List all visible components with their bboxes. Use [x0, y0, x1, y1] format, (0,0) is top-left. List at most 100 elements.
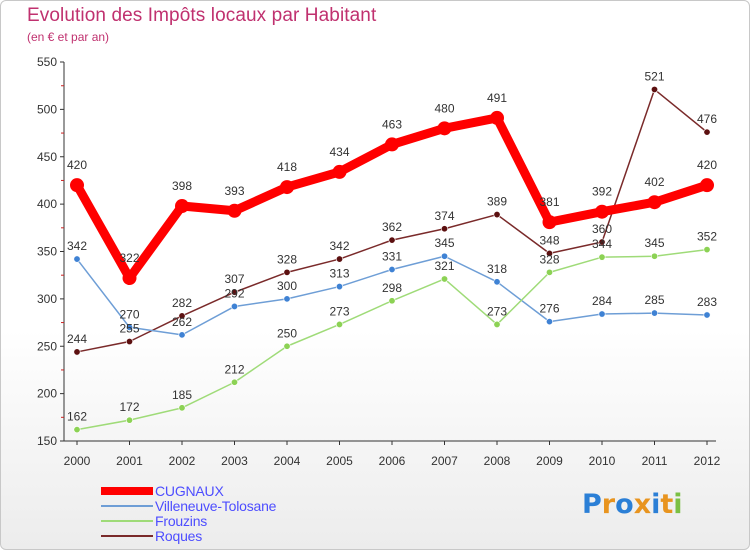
- y-tick-label: 300: [37, 292, 57, 306]
- x-tick-label: 2003: [221, 454, 248, 468]
- data-point-roques: [493, 211, 501, 219]
- data-point-villeneuve-tolosane: [388, 266, 396, 274]
- series-line-frouzins: [76, 248, 708, 431]
- x-tick-label: 2010: [589, 454, 616, 468]
- logo-letter: P: [582, 489, 602, 520]
- y-tick-label: 350: [37, 245, 57, 259]
- data-label-roques: 348: [539, 233, 559, 247]
- x-tick-label: 2007: [431, 454, 458, 468]
- series-layer: [70, 85, 714, 434]
- data-point-roques: [126, 338, 134, 346]
- data-point-frouzins: [73, 426, 81, 434]
- x-tick-label: 2004: [274, 454, 301, 468]
- data-label-cugnaux: 480: [434, 101, 454, 115]
- data-label-villeneuve-tolosane: 342: [67, 239, 87, 253]
- data-label-frouzins: 328: [539, 252, 559, 266]
- logo-letter: i: [673, 489, 683, 520]
- x-tick-label: 2006: [379, 454, 406, 468]
- x-tick-label: 2000: [64, 454, 91, 468]
- legend-label-cugnaux: CUGNAUX: [155, 483, 224, 499]
- data-point-frouzins: [440, 275, 448, 283]
- data-label-villeneuve-tolosane: 331: [382, 250, 402, 264]
- data-point-frouzins: [126, 416, 134, 424]
- data-label-cugnaux: 491: [487, 91, 507, 105]
- data-label-cugnaux: 402: [644, 175, 664, 189]
- data-label-frouzins: 185: [172, 388, 192, 402]
- proxiti-logo: Proxiti: [582, 489, 683, 520]
- data-point-roques: [283, 268, 291, 276]
- data-label-frouzins: 298: [382, 281, 402, 295]
- data-point-frouzins: [493, 320, 501, 328]
- data-point-frouzins: [388, 297, 396, 305]
- logo-letter: t: [660, 489, 674, 520]
- data-label-frouzins: 344: [592, 237, 612, 251]
- data-point-roques: [598, 238, 606, 246]
- data-label-roques: 362: [382, 220, 402, 234]
- data-point-cugnaux: [332, 164, 347, 179]
- data-label-roques: 521: [644, 69, 664, 83]
- data-label-roques: 307: [224, 272, 244, 286]
- data-label-cugnaux: 420: [697, 158, 717, 172]
- data-point-frouzins: [703, 246, 711, 254]
- data-labels-layer: 420 322 398 393 418 434 463 480 491 381 392 402 420 3…: [67, 69, 717, 423]
- data-point-cugnaux: [175, 199, 189, 214]
- data-point-roques: [703, 128, 711, 136]
- data-label-villeneuve-tolosane: 345: [434, 236, 454, 250]
- data-point-cugnaux: [542, 215, 557, 230]
- data-label-frouzins: 352: [697, 230, 717, 244]
- data-point-roques: [73, 348, 81, 356]
- x-tick-label: 2012: [694, 454, 721, 468]
- data-label-villeneuve-tolosane: 262: [172, 315, 192, 329]
- data-label-roques: 342: [329, 239, 349, 253]
- data-point-villeneuve-tolosane: [598, 310, 606, 318]
- data-label-cugnaux: 381: [539, 195, 559, 209]
- data-point-villeneuve-tolosane: [178, 331, 186, 339]
- data-label-frouzins: 172: [119, 400, 139, 414]
- data-label-villeneuve-tolosane: 285: [644, 293, 664, 307]
- data-label-roques: 244: [67, 332, 87, 346]
- legend-swatch-cugnaux: [101, 487, 153, 495]
- y-tick-label: 250: [37, 339, 57, 353]
- data-point-frouzins: [650, 252, 658, 260]
- data-label-cugnaux: 418: [277, 160, 297, 174]
- chart-axes: 150 200 250 300 350 400 450 500 550 2000 2001 2002 2…: [37, 55, 721, 468]
- data-point-villeneuve-tolosane: [283, 295, 291, 303]
- data-point-villeneuve-tolosane: [335, 283, 343, 291]
- logo-letter: r: [601, 489, 616, 520]
- data-label-villeneuve-tolosane: 300: [277, 279, 297, 293]
- data-label-villeneuve-tolosane: 270: [119, 307, 139, 321]
- data-point-cugnaux: [227, 203, 242, 218]
- legend-label-frouzins: Frouzins: [155, 513, 208, 529]
- data-point-villeneuve-tolosane: [73, 255, 81, 263]
- logo-letter: x: [633, 489, 652, 520]
- data-point-roques: [388, 236, 396, 244]
- data-label-villeneuve-tolosane: 284: [592, 294, 612, 308]
- data-label-frouzins: 273: [487, 304, 507, 318]
- data-label-villeneuve-tolosane: 276: [539, 302, 559, 316]
- data-point-villeneuve-tolosane: [493, 278, 501, 286]
- data-label-frouzins: 162: [67, 410, 87, 424]
- chart-title: Evolution des Impôts locaux par Habitant: [27, 5, 377, 26]
- data-point-villeneuve-tolosane: [703, 311, 711, 319]
- data-point-frouzins: [283, 342, 291, 350]
- data-label-roques: 282: [172, 296, 192, 310]
- legend-swatch-frouzins: [101, 520, 153, 522]
- y-tick-label: 450: [37, 150, 57, 164]
- data-point-villeneuve-tolosane: [650, 309, 658, 317]
- data-label-cugnaux: 322: [119, 251, 139, 265]
- data-label-cugnaux: 420: [67, 158, 87, 172]
- data-label-villeneuve-tolosane: 313: [329, 267, 349, 281]
- data-label-frouzins: 212: [224, 362, 244, 376]
- data-point-frouzins: [545, 268, 553, 276]
- data-point-roques: [178, 312, 186, 320]
- x-tick-label: 2009: [536, 454, 563, 468]
- data-point-frouzins: [598, 253, 606, 261]
- data-point-cugnaux: [385, 137, 399, 152]
- data-label-roques: 360: [592, 222, 612, 236]
- data-point-villeneuve-tolosane: [231, 302, 239, 310]
- data-point-cugnaux: [700, 178, 714, 193]
- logo-letter: o: [615, 489, 634, 520]
- data-point-frouzins: [231, 378, 239, 386]
